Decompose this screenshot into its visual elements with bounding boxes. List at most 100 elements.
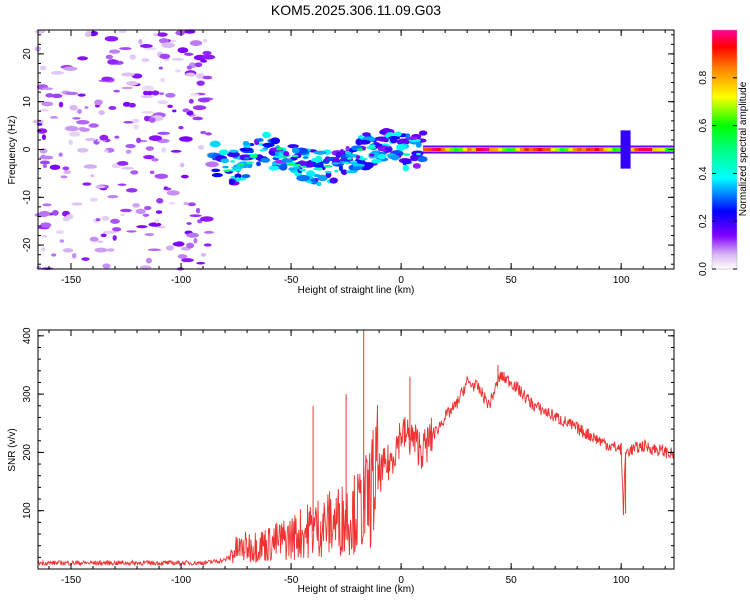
noise-blob [84,31,92,38]
noise-blob [121,166,135,170]
signal-core [301,165,307,169]
noise-blob [165,92,176,98]
signal-core [282,155,287,159]
signal-blob [262,131,271,139]
noise-blob [157,131,171,135]
spectrogram-y-tick-label: -10 [22,190,33,205]
snr-x-axis-label: Height of straight line (km) [298,584,415,595]
colorbar-frame [711,29,738,270]
main-line-segment [563,148,569,151]
noise-blob [159,53,171,60]
noise-blob [144,233,155,236]
noise-blob [142,90,153,96]
main-line-segment [581,148,587,151]
main-line-segment [427,148,433,151]
noise-blob [186,222,192,225]
main-line-segment [568,148,574,151]
noise-blob [181,258,194,263]
signal-blob [283,151,290,157]
noise-blob [71,252,77,259]
signal-blob [228,179,235,185]
signal-blob [388,136,401,140]
main-line-segment [651,148,657,151]
spectrogram-y-tick-label: 20 [22,48,33,60]
noise-blob [143,205,152,211]
main-line-segment [599,148,604,151]
signal-core [358,157,368,161]
signal-core [230,168,235,172]
noise-blob [174,69,182,73]
noise-blob [59,239,65,243]
spectrogram-x-tick-label: -100 [171,275,191,286]
signal-blob [296,174,310,182]
noise-blob [120,208,132,213]
main-line-segment [524,148,530,151]
noise-blob [63,170,71,175]
noise-blob [190,93,200,96]
noise-blob [113,89,120,93]
main-line-segment [423,148,428,151]
noise-blob [126,80,139,86]
noise-blob [156,198,164,204]
noise-blob [196,261,206,265]
noise-blob [149,170,155,175]
main-line-segment [647,148,653,151]
noise-blob [55,230,65,234]
noise-blob [39,108,49,112]
noise-blob [156,32,168,37]
main-line-segment [559,148,565,151]
noise-blob [186,242,195,249]
noise-blob [83,164,98,169]
signal-blob [312,162,324,168]
noise-blob [107,59,119,65]
signal-blob [402,164,410,172]
signal-core [223,169,231,173]
main-line-segment [585,148,591,151]
main-line-segment [546,148,552,151]
noise-blob [154,218,160,224]
noise-blob [197,145,204,150]
main-line-segment [511,148,516,151]
snr-x-tick-label: 50 [506,575,518,586]
signal-core [299,168,307,172]
main-line-segment [453,148,459,151]
noise-blob [95,217,101,222]
noise-blob [97,240,104,244]
noise-blob [197,97,211,103]
noise-blob [79,127,90,132]
noise-blob [39,65,47,71]
snr-y-tick-label: 200 [22,444,33,461]
main-line-segment [533,148,538,151]
noise-blob [140,95,154,99]
noise-blob [175,30,186,36]
signal-blob [405,133,411,139]
noise-blob [90,197,98,202]
noise-blob [121,86,133,90]
noise-blob [200,253,207,257]
main-line-segment [537,148,543,151]
signal-blob [256,161,261,167]
noise-blob [154,173,169,179]
signal-core [222,165,229,169]
noise-blob [90,174,95,178]
snr-y-ticks: 100 200 300 400 [22,327,674,558]
main-line-segment [431,148,437,151]
noise-blob [175,241,185,247]
noise-blob [192,116,204,121]
noise-blob [143,155,155,160]
noise-blob [201,54,216,60]
spectrogram-y-axis-label: Frequency (Hz) [7,116,18,185]
signal-blob [415,141,422,148]
colorbar-label: Normalized spectral amplitude [738,81,749,216]
noise-blob [125,149,132,154]
noise-blob [95,185,106,189]
noise-blob [160,77,166,83]
noise-blob [114,135,120,139]
noise-blob [94,247,108,253]
noise-blob [196,80,205,86]
signal-core [259,148,267,152]
signal-blob [239,147,253,152]
signal-core [243,156,250,160]
noise-blob [123,120,135,124]
noise-blob [69,104,78,111]
